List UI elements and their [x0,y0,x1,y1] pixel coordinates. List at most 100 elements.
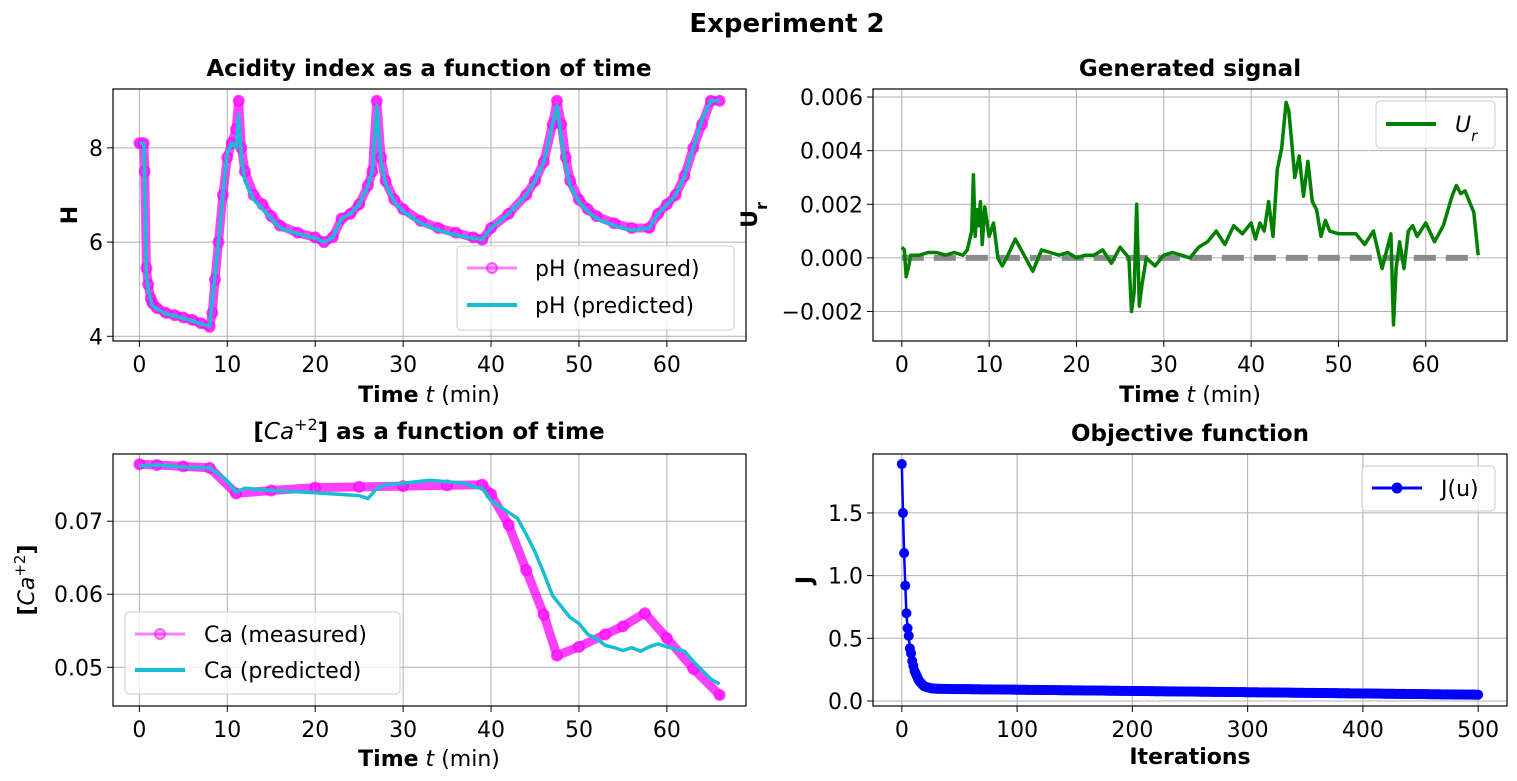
objective-axes-frame [872,453,1508,707]
signal-xtick-label: 10 [975,353,1003,378]
ph-ytick-label: 4 [89,325,103,350]
ph-ylabel: H [58,206,83,224]
signal-ylabel-sub: r [752,202,771,210]
ca-legend-measured-marker [154,628,166,640]
signal-grid [873,89,1507,341]
ca-series-0-point [572,640,585,653]
ph-xtick-label: 10 [213,353,241,378]
objective-legend-box [1361,465,1496,512]
objective-series-0-point [899,548,910,559]
ca-title: [Ca+2] as a function of time [253,415,604,446]
ca-series-0-point [353,480,366,493]
objective-ytick-label: 0.5 [828,627,863,652]
ca-title-prefix: [ [253,419,264,445]
ph-xlabel-unit: (min) [441,383,500,408]
objective-ticks: 0 100 200 300 400 500 0.0 0.5 1.0 1.5 [828,502,1499,743]
ph-xtick-label: 50 [565,353,593,378]
signal-xtick-label: 0 [895,353,909,378]
ph-grid [113,89,746,341]
ph-xtick-label: 40 [477,353,505,378]
signal-ylabel: Ur [738,202,771,228]
ca-legend-predicted-label: Ca (predicted) [204,659,361,684]
signal-xlabel-var: t [1187,383,1197,408]
signal-xlabel: Time t (min) [1119,383,1261,408]
signal-axes-frame [872,88,1508,342]
ca-series-0-point [550,649,563,662]
ca-xtick-label: 50 [565,718,593,743]
signal-legend: Ur [1375,100,1496,149]
ph-legend-predicted-label: pH (predicted) [535,294,694,319]
objective-xtick-label: 400 [1342,718,1384,743]
ca-panel: [Ca+2] as a function of time 0 10 20 30 40 50… [11,415,747,772]
ca-xlabel-unit: (min) [441,747,500,772]
ca-xtick-label: 20 [301,718,329,743]
signal-series-0-line [900,100,1480,327]
signal-ytick-label: −0.002 [782,301,863,326]
ph-xtick-label: 20 [301,353,329,378]
signal-xlabel-unit: (min) [1202,383,1261,408]
ph-xtick-label: 60 [653,353,681,378]
ph-xlabel-var: t [426,383,436,408]
signal-ylabel-main: U [738,210,763,228]
ph-axes-frame [112,88,747,342]
signal-ticks: 0 10 20 30 40 50 60 −0.002 0.000 0.002 0.004 0.006 [782,86,1440,378]
objective-xtick-label: 200 [1111,718,1153,743]
ca-series-0-point [599,628,612,641]
ca-series-0-point [520,564,533,577]
ca-ytick-label: 0.06 [54,583,103,608]
objective-xtick-label: 300 [1227,718,1269,743]
ph-title: Acidity index as a function of time [206,56,651,82]
ca-axes-frame [112,453,747,707]
signal-panel: Generated signal 0 10 20 30 40 50 60 −0.002 0.00… [738,56,1508,408]
ph-xlabel-bold: Time [358,383,418,408]
ph-xtick-label: 0 [132,353,146,378]
objective-ylabel: J [793,576,818,586]
objective-series-0-point [903,630,914,641]
ca-series-0-point [616,620,629,633]
objective-ytick-label: 1.0 [828,565,863,590]
objective-series-0-point [900,580,911,591]
objective-series-0-point [897,507,908,518]
ca-ylabel: [Ca+2] [11,544,40,615]
signal-xlabel-bold: Time [1119,383,1179,408]
signal-ytick-label: 0.006 [800,86,863,111]
objective-series-0-point [902,623,913,634]
signal-ytick-label: 0.004 [800,140,863,165]
objective-xtick-label: 500 [1457,718,1499,743]
signal-legend-label: Ur [1455,113,1478,145]
signal-xtick-label: 40 [1237,353,1265,378]
ph-series [133,94,726,333]
ph-legend-measured-label: pH (measured) [535,257,700,282]
figure-title: Experiment 2 [689,9,884,39]
ca-xtick-label: 60 [653,718,681,743]
ph-legend-box [456,245,735,331]
ca-xlabel-bold: Time [358,747,418,772]
ca-ytick-label: 0.05 [54,656,103,681]
ph-legend-measured-marker [486,262,498,274]
ca-series-0-line [134,459,725,700]
ca-title-suffix: ] as a function of time [318,419,605,445]
ph-series-1-line [139,99,720,328]
ca-xtick-label: 0 [132,718,146,743]
signal-title: Generated signal [1079,56,1301,82]
ph-xtick-label: 30 [389,353,417,378]
ca-title-sup: +2 [294,415,318,434]
ca-xlabel: Time t (min) [358,747,500,772]
signal-series [900,100,1480,327]
objective-legend-label: J(u) [1439,477,1479,502]
ca-title-var: Ca [264,419,294,445]
signal-xtick-label: 60 [1412,353,1440,378]
objective-legend: J(u) [1361,465,1496,512]
ph-ytick-label: 8 [89,137,103,162]
ca-xlabel-var: t [426,747,436,772]
objective-title: Objective function [1071,421,1309,447]
signal-ytick-label: 0.002 [800,193,863,218]
signal-legend-label-sub: r [1471,127,1478,145]
ca-ylabel-suffix: ] [15,544,40,554]
ph-ytick-label: 6 [89,231,103,256]
ca-xtick-label: 30 [389,718,417,743]
signal-xtick-label: 30 [1150,353,1178,378]
ca-series-0-point [537,608,550,621]
objective-panel: Objective function 0 100 200 300 400 500 0.0 0.… [793,421,1508,770]
